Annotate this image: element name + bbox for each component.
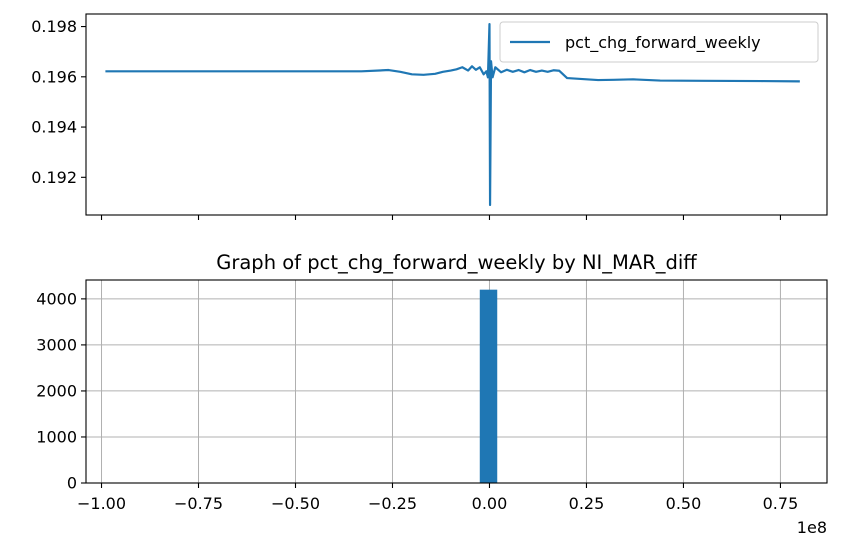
x-axis-offset-label: 1e8 — [797, 518, 827, 537]
top-y-tick-label: 0.196 — [31, 67, 77, 86]
bottom-axes-frame — [85, 279, 828, 484]
legend-label: pct_chg_forward_weekly — [565, 33, 761, 53]
bottom-y-tick-label: 4000 — [36, 289, 77, 308]
legend: pct_chg_forward_weekly — [499, 21, 819, 63]
bottom-x-tick-label: 0.00 — [472, 494, 508, 513]
bottom-x-tick-label: −1.00 — [77, 494, 126, 513]
bottom-x-tick-label: −0.25 — [368, 494, 417, 513]
bottom-y-tick-label: 0 — [67, 474, 77, 493]
top-y-tick-label: 0.198 — [31, 17, 77, 36]
bottom-y-tick-label: 2000 — [36, 381, 77, 400]
bottom-x-tick-label: −0.75 — [174, 494, 223, 513]
bottom-x-tick-label: −0.50 — [271, 494, 320, 513]
bottom-y-tick-label: 1000 — [36, 427, 77, 446]
histogram-bar — [479, 289, 498, 483]
line-series-pct-chg-forward-weekly — [105, 22, 800, 207]
histogram-panel: 0 1000 2000 3000 4000 −1.00 −0.75 −0.50 −0.25 0.0… — [36, 251, 828, 537]
bottom-x-tick-label: 0.25 — [569, 494, 605, 513]
histogram-title: Graph of pct_chg_forward_weekly by NI_MA… — [216, 251, 697, 274]
bottom-x-tick-label: 0.50 — [666, 494, 702, 513]
legend-box — [499, 21, 819, 63]
line-chart-panel: 0.192 0.194 0.196 0.198 pct_chg_forward_week… — [31, 13, 828, 220]
top-y-tick-label: 0.194 — [31, 118, 77, 137]
bottom-x-tick-label: 0.75 — [763, 494, 799, 513]
bottom-y-tick-label: 3000 — [36, 335, 77, 354]
top-y-tick-label: 0.192 — [31, 168, 77, 187]
top-axes-frame — [85, 13, 828, 216]
